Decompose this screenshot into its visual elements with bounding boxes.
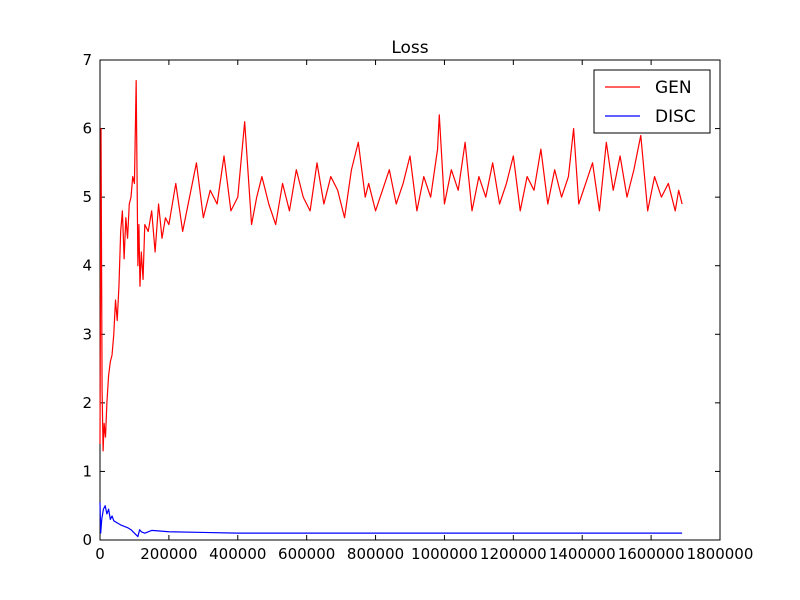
x-tick-label: 200000 [140,545,197,563]
x-tick-label: 1200000 [480,545,547,563]
series-line-gen [99,79,683,452]
y-tick-label: 4 [82,257,92,275]
x-tick-label: 400000 [209,545,266,563]
x-tick-label: 1000000 [411,545,478,563]
y-tick-label: 1 [82,462,92,480]
y-tick-label: 3 [82,325,92,343]
x-tick-label: 0 [95,545,105,563]
legend-box [593,69,711,134]
y-tick-label: 6 [82,120,92,138]
x-axis: 0 200000 400000 600000 800000 1000000 1200000 1… [95,60,753,563]
legend: GEN DISC [593,69,711,134]
y-tick-label: 5 [82,188,92,206]
y-tick-label: 7 [82,51,92,69]
x-tick-label: 1600000 [618,545,685,563]
y-axis: 0 1 2 3 4 5 6 7 [82,51,720,549]
x-tick-label: 800000 [347,545,404,563]
plot-frame [99,59,721,541]
x-tick-label: 600000 [278,545,335,563]
series-layer [99,79,683,538]
series-line-disc [99,502,683,538]
y-tick-label: 2 [82,394,92,412]
plot-area: 0 200000 400000 600000 800000 1000000 1200000 1… [82,51,753,563]
y-tick-label: 0 [82,531,92,549]
legend-label-disc: DISC [655,107,696,127]
x-tick-label: 1400000 [549,545,616,563]
x-tick-label: 1800000 [687,545,754,563]
legend-label-gen: GEN [655,78,692,98]
chart-title: Loss [391,38,428,58]
